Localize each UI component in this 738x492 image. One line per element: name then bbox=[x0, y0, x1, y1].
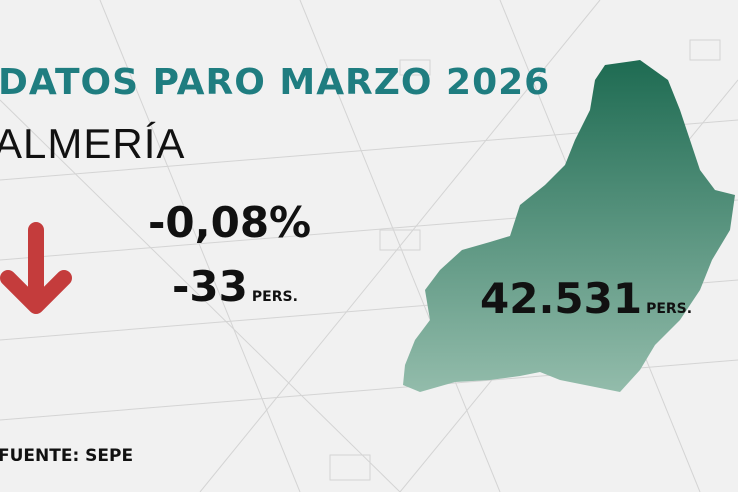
arrow-down-icon bbox=[0, 222, 72, 314]
change-people-value: -33 bbox=[172, 262, 248, 311]
page-title: DATOS PARO MARZO 2026 bbox=[0, 62, 551, 103]
change-percent: -0,08% bbox=[148, 198, 312, 247]
total-unit: PERS. bbox=[646, 301, 693, 317]
change-people: -33 PERS. bbox=[172, 262, 298, 311]
change-people-unit: PERS. bbox=[251, 289, 298, 305]
province-name: ALMERÍA bbox=[0, 120, 186, 167]
source-label: FUENTE: SEPE bbox=[0, 446, 134, 466]
total-unemployed: 42.531 PERS. bbox=[480, 274, 692, 323]
total-value: 42.531 bbox=[480, 274, 643, 323]
